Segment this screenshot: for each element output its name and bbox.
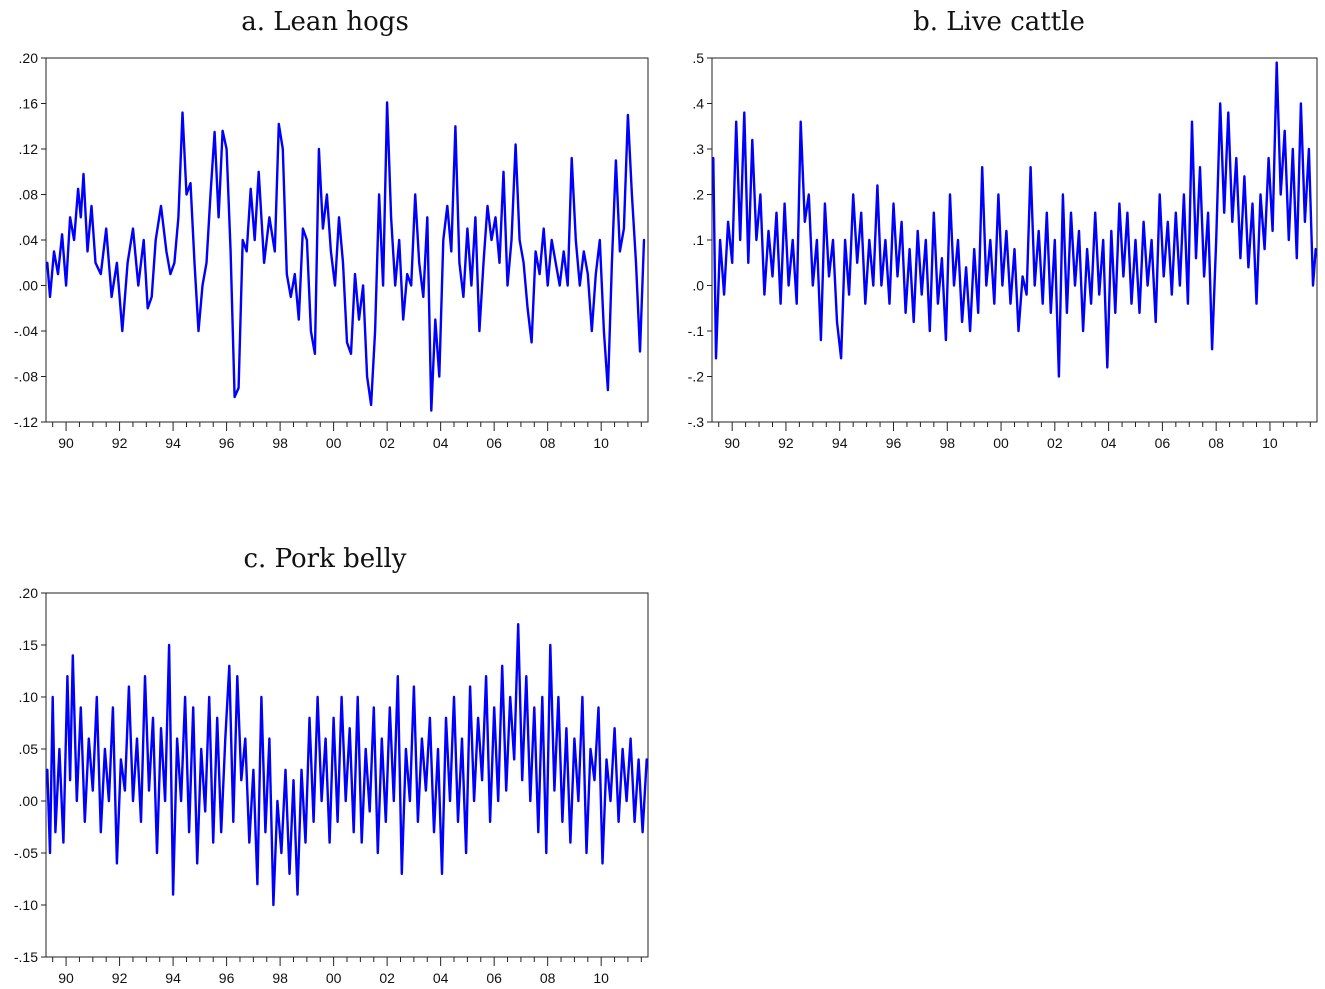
- x-tick-label-pork-belly: 98: [272, 970, 288, 986]
- x-tick-label-lean-hogs: 90: [58, 435, 74, 451]
- panel-title-pork-belly: c. Pork belly: [244, 544, 407, 574]
- x-tick-label-lean-hogs: 92: [112, 435, 128, 451]
- x-tick-label-pork-belly: 10: [593, 970, 609, 986]
- panel-title-live-cattle: b. Live cattle: [913, 7, 1085, 37]
- x-tick-label-pork-belly: 06: [486, 970, 502, 986]
- x-tick-label-live-cattle: 02: [1047, 435, 1063, 451]
- y-tick-label-pork-belly: .10: [19, 689, 39, 705]
- y-tick-label-lean-hogs: .16: [19, 96, 39, 112]
- y-tick-label-lean-hogs: -.08: [14, 369, 38, 385]
- x-tick-label-live-cattle: 90: [724, 435, 740, 451]
- x-tick-label-lean-hogs: 96: [219, 435, 235, 451]
- y-tick-label-lean-hogs: .12: [19, 141, 39, 157]
- x-tick-label-pork-belly: 90: [58, 970, 74, 986]
- x-tick-label-lean-hogs: 08: [540, 435, 556, 451]
- y-tick-label-pork-belly: .20: [19, 585, 39, 601]
- y-tick-label-live-cattle: -.1: [688, 323, 705, 339]
- x-tick-label-live-cattle: 04: [1101, 435, 1117, 451]
- x-tick-label-pork-belly: 04: [433, 970, 449, 986]
- x-tick-label-pork-belly: 00: [326, 970, 342, 986]
- y-tick-label-pork-belly: -.05: [14, 845, 38, 861]
- x-tick-label-live-cattle: 10: [1262, 435, 1278, 451]
- x-tick-label-live-cattle: 06: [1155, 435, 1171, 451]
- x-tick-label-lean-hogs: 94: [165, 435, 181, 451]
- x-tick-label-pork-belly: 92: [112, 970, 128, 986]
- x-tick-label-live-cattle: 94: [832, 435, 848, 451]
- x-tick-label-live-cattle: 96: [886, 435, 902, 451]
- x-tick-label-pork-belly: 08: [540, 970, 556, 986]
- y-tick-label-pork-belly: -.10: [14, 897, 38, 913]
- y-tick-label-live-cattle: -.3: [688, 414, 705, 430]
- x-tick-label-pork-belly: 96: [219, 970, 235, 986]
- y-tick-label-live-cattle: .0: [692, 278, 704, 294]
- y-tick-label-lean-hogs: .08: [19, 187, 39, 203]
- y-tick-label-live-cattle: -.2: [688, 369, 705, 385]
- panel-live-cattle: b. Live cattle .5 .4 .3 .2 .1 .0 -.1 -.2 -.3 90 92…: [688, 7, 1318, 451]
- x-tick-label-lean-hogs: 10: [593, 435, 609, 451]
- y-tick-label-live-cattle: .3: [692, 141, 704, 157]
- x-tick-label-lean-hogs: 98: [272, 435, 288, 451]
- y-tick-label-pork-belly: .00: [19, 793, 39, 809]
- x-tick-label-live-cattle: 08: [1208, 435, 1224, 451]
- x-tick-label-lean-hogs: 00: [326, 435, 342, 451]
- x-tick-label-lean-hogs: 02: [379, 435, 395, 451]
- y-tick-label-live-cattle: .4: [692, 96, 704, 112]
- plot-frame-live-cattle: [711, 57, 1318, 423]
- y-tick-label-live-cattle: .2: [692, 187, 704, 203]
- x-tick-label-lean-hogs: 06: [486, 435, 502, 451]
- x-tick-label-live-cattle: 98: [939, 435, 955, 451]
- series-line-live-cattle: [712, 61, 1317, 378]
- y-tick-label-live-cattle: .1: [692, 232, 704, 248]
- series-line-pork-belly: [46, 623, 648, 907]
- x-tick-label-lean-hogs: 04: [433, 435, 449, 451]
- x-tick-label-live-cattle: 00: [993, 435, 1009, 451]
- x-tick-label-pork-belly: 94: [165, 970, 181, 986]
- y-tick-label-lean-hogs: .00: [19, 278, 39, 294]
- plot-frame-lean-hogs: [45, 57, 649, 423]
- y-tick-label-lean-hogs: -.04: [14, 323, 38, 339]
- y-tick-label-lean-hogs: -.12: [14, 414, 38, 430]
- panel-title-lean-hogs: a. Lean hogs: [241, 7, 409, 37]
- y-tick-label-lean-hogs: .04: [19, 232, 39, 248]
- panel-lean-hogs: a. Lean hogs .20 .16 .12 .08 .04 .00 -.04 -.08 -…: [14, 7, 649, 451]
- y-tick-label-pork-belly: .15: [19, 637, 39, 653]
- y-tick-label-pork-belly: .05: [19, 741, 39, 757]
- series-line-lean-hogs: [46, 101, 646, 412]
- y-tick-label-live-cattle: .5: [692, 50, 704, 66]
- y-tick-label-lean-hogs: .20: [19, 50, 39, 66]
- x-tick-label-live-cattle: 92: [778, 435, 794, 451]
- panel-pork-belly: c. Pork belly .20 .15 .10 .05 .00 -.05 -.10 -.1…: [14, 544, 649, 986]
- y-tick-label-pork-belly: -.15: [14, 949, 38, 965]
- x-tick-label-pork-belly: 02: [379, 970, 395, 986]
